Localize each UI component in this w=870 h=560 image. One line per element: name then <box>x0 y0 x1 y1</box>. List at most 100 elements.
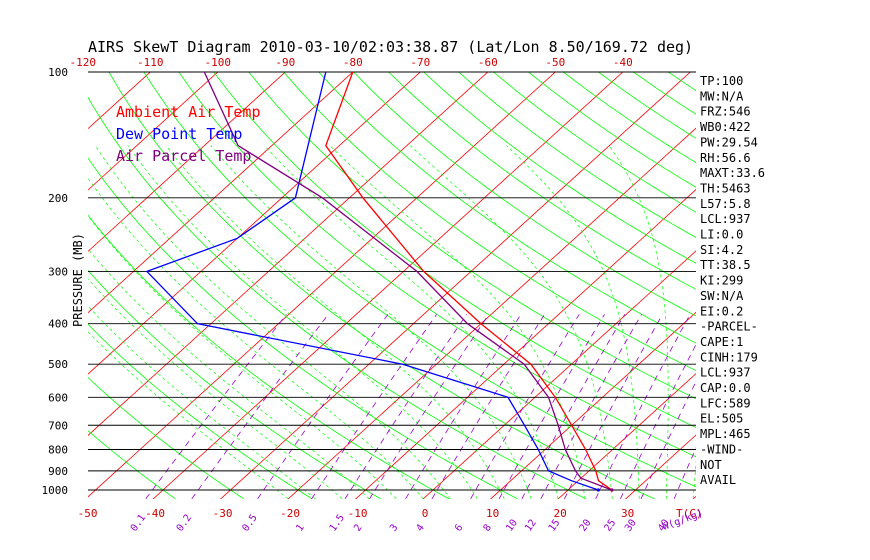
index-entry: EI:0.2 <box>700 304 743 318</box>
legend-entry: Ambient Air Temp <box>116 103 261 121</box>
index-entry: PW:29.54 <box>700 135 758 149</box>
mixing-ratio-line <box>344 314 467 499</box>
isotherm-line <box>88 72 219 191</box>
index-entry: -WIND- <box>700 442 743 456</box>
index-entry: CINH:179 <box>700 350 758 364</box>
mixing-ratio-tick-label: 3 <box>388 522 400 533</box>
profile-surface-point <box>596 488 600 492</box>
pressure-tick-label: 700 <box>48 419 68 432</box>
dry-adiabat-line <box>318 72 696 344</box>
isotherm-line <box>88 72 286 252</box>
pressure-tick-label: 400 <box>48 318 68 331</box>
pressure-tick-label: 200 <box>48 192 68 205</box>
top-temp-tick-label: -100 <box>205 56 232 69</box>
pressure-tick-label: 500 <box>48 358 68 371</box>
legend: Ambient Air Temp Dew Point Temp Air Parcel… <box>116 103 261 165</box>
mixing-ratio-tick-label: 1.5 <box>328 513 347 534</box>
mixing-ratio-line <box>257 314 389 499</box>
dry-adiabat-line <box>213 72 696 428</box>
index-entry: MPL:465 <box>700 427 751 441</box>
pressure-tick-label: 300 <box>48 265 68 278</box>
isotherm-line <box>152 72 624 499</box>
index-entry: WB0:422 <box>700 120 751 134</box>
index-entry: SI:4.2 <box>700 243 743 257</box>
index-entry: FRZ:546 <box>700 105 751 119</box>
x-axis-label: T(C) <box>676 507 703 520</box>
dry-adiabat-line <box>283 72 696 372</box>
index-entry: TH:5463 <box>700 181 751 195</box>
index-entry: AVAIL <box>700 473 736 487</box>
mixing-ratio-line <box>540 314 642 499</box>
legend-entry: Dew Point Temp <box>116 125 242 143</box>
dry-adiabat-line <box>178 72 696 458</box>
index-entry: LFC:589 <box>700 396 751 410</box>
mixing-ratio-line <box>145 314 287 499</box>
mixing-ratio-line <box>369 314 490 499</box>
isotherm-line <box>88 72 556 498</box>
mixing-ratio-tick-label: 0.5 <box>240 513 259 534</box>
mixing-ratio-line <box>595 314 691 499</box>
mixing-ratio-tick-label: 20 <box>578 518 594 534</box>
index-entry: CAP:0.0 <box>700 381 751 395</box>
legend-entry: Air Parcel Temp <box>116 147 251 165</box>
dry-adiabat-line <box>88 157 518 499</box>
mixing-ratio-tick-label: 1 <box>294 522 306 533</box>
isotherm-line <box>0 52 37 519</box>
index-entry: NOT <box>700 458 722 472</box>
top-temp-tick-label: -60 <box>478 56 498 69</box>
profile-surface-point <box>610 488 614 492</box>
mixing-ratio-line <box>405 314 522 499</box>
pressure-tick-label: 100 <box>48 66 68 79</box>
dry-adiabat-line <box>773 72 870 499</box>
mixing-ratio-line <box>498 314 605 499</box>
index-entry: KI:299 <box>700 274 743 288</box>
isobar-lines <box>88 71 696 491</box>
index-entry: CAPE:1 <box>700 335 743 349</box>
isotherm-line <box>422 250 696 499</box>
dry-adiabat-line <box>493 72 696 213</box>
y-axis-label: PRESSURE (MB) <box>71 233 85 327</box>
index-entry: LCL:937 <box>700 366 751 380</box>
bottom-temp-tick-label: 20 <box>553 507 566 520</box>
isotherm-line <box>287 127 696 499</box>
isotherm-line <box>220 72 691 499</box>
dry-adiabat-line <box>108 72 655 499</box>
sounding-profiles <box>145 72 614 492</box>
dry-adiabat-line <box>388 72 696 290</box>
moist-adiabat-line <box>127 145 478 499</box>
pressure-tick-label: 1000 <box>42 484 69 497</box>
top-temp-tick-label: -120 <box>70 56 97 69</box>
dry-adiabat-line <box>88 214 450 499</box>
moist-adiabat-line <box>88 215 397 499</box>
moist-adiabat-line <box>264 145 559 499</box>
mixing-ratio-line <box>673 447 696 499</box>
dry-adiabat-line <box>143 72 696 488</box>
chart-title: AIRS SkewT Diagram 2010-03-10/02:03:38.8… <box>88 38 693 56</box>
dry-adiabat-line <box>458 72 696 238</box>
bottom-temp-tick-label: 30 <box>621 507 634 520</box>
dry-adiabat-line <box>668 72 696 92</box>
mixing-ratio-tick-label: 0.2 <box>175 513 194 534</box>
index-entry: L57:5.8 <box>700 197 751 211</box>
index-entry: TP:100 <box>700 74 743 88</box>
isotherm-line <box>625 434 696 499</box>
bottom-temp-tick-label: -40 <box>145 507 165 520</box>
mixing-ratio-tick-label: 8 <box>482 522 494 533</box>
index-entry: SW:N/A <box>700 289 744 303</box>
bottom-temp-tick-label: -50 <box>78 507 98 520</box>
profile-line <box>203 72 613 491</box>
profile-line <box>145 72 599 491</box>
bottom-temp-tick-label: -20 <box>280 507 300 520</box>
mixing-ratio-tick-label: 12 <box>523 518 539 534</box>
mixing-ratio-tick-label: 25 <box>602 518 618 534</box>
bottom-temp-tick-label: -10 <box>348 507 368 520</box>
profile-line <box>325 72 613 491</box>
index-entry: MAXT:33.6 <box>700 166 765 180</box>
dry-adiabat-line <box>423 72 696 264</box>
moist-adiabat-line <box>409 145 613 499</box>
index-entry: LI:0.0 <box>700 228 743 242</box>
bottom-temp-tick-label: 10 <box>486 507 499 520</box>
top-temp-tick-label: -80 <box>343 56 363 69</box>
